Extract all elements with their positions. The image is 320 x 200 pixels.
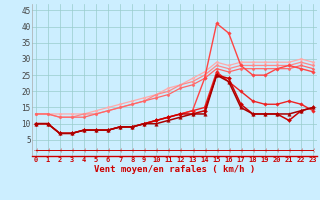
X-axis label: Vent moyen/en rafales ( km/h ): Vent moyen/en rafales ( km/h ) (94, 165, 255, 174)
